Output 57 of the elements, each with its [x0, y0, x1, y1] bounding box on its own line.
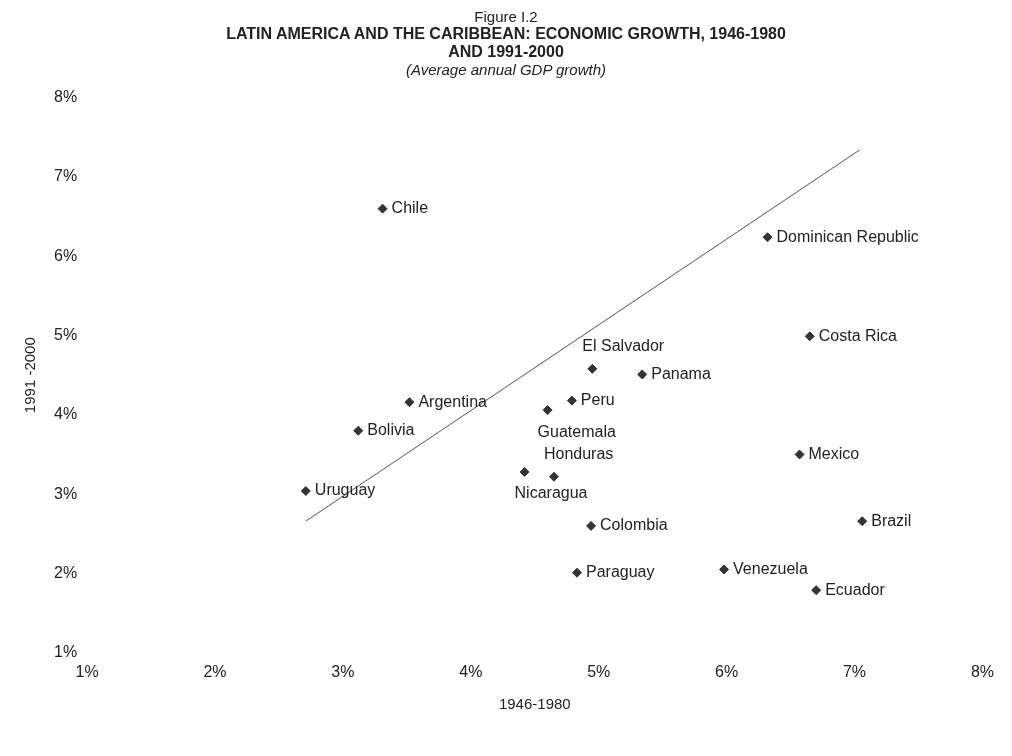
annotation: Argentina [418, 392, 488, 410]
x-tick-label: 3% [331, 662, 355, 680]
y-tick-label: 7% [54, 167, 78, 185]
point [811, 585, 822, 596]
point [404, 397, 415, 408]
x-tick-label: 6% [715, 662, 739, 680]
annotation: Bolivia [367, 421, 415, 439]
chart-title: LATIN AMERICA AND THE CARIBBEAN: ECONOMIC GROWTH, 1946-1980 AND 1991-2000 [226, 25, 786, 61]
annotation: Ecuador [825, 580, 886, 598]
annotation: Mexico [808, 444, 860, 462]
point [519, 466, 530, 477]
annotation: Guatemala [537, 422, 616, 440]
x-tick-label: 4% [459, 662, 483, 680]
point [586, 520, 597, 531]
y-tick-label: 2% [54, 563, 78, 581]
x-tick-label: 7% [842, 662, 867, 680]
x-tick-label: 1% [75, 662, 99, 680]
annotation: Colombia [600, 516, 668, 534]
y-tick-label: 6% [54, 246, 78, 264]
annotation: Uruguay [314, 481, 376, 499]
annotation: Costa Rica [818, 326, 898, 344]
text: Figure I.2 [473, 8, 539, 25]
point [353, 425, 364, 436]
point [857, 516, 868, 527]
annotation: Peru [580, 390, 615, 408]
point [300, 486, 311, 496]
point [587, 363, 598, 374]
y-tick-label: 5% [54, 325, 78, 343]
point [548, 471, 559, 482]
y-tick-label: 3% [54, 484, 78, 502]
point [637, 369, 648, 380]
annotation: Brazil [871, 511, 912, 529]
point [542, 405, 553, 416]
annotation: Nicaragua [514, 484, 588, 502]
point [794, 449, 805, 460]
x-tick-label: 5% [587, 662, 611, 680]
point [377, 203, 388, 214]
y-axis-title: 1991 -2000 [21, 337, 39, 414]
x-axis-title: 1946-1980 [498, 695, 571, 713]
annotation: Dominican Republic [776, 227, 919, 245]
annotation: Panama [651, 364, 711, 382]
x-tick-label: 2% [203, 662, 227, 680]
point [566, 395, 577, 406]
annotation: Venezuela [733, 559, 808, 577]
chart-subtitle: (Average annual GDP growth) [404, 61, 608, 78]
y-tick-label: 1% [54, 643, 78, 661]
point [571, 567, 582, 578]
annotation: Honduras [543, 445, 614, 463]
y-tick-label: 4% [54, 405, 78, 423]
point [804, 331, 815, 342]
point [762, 232, 773, 243]
annotation: El Salvador [582, 337, 665, 355]
point [719, 564, 730, 575]
y-tick-label: 8% [54, 88, 78, 106]
annotation: Chile [391, 199, 429, 217]
x-tick-label: 8% [970, 662, 994, 680]
annotation: Paraguay [585, 563, 655, 581]
